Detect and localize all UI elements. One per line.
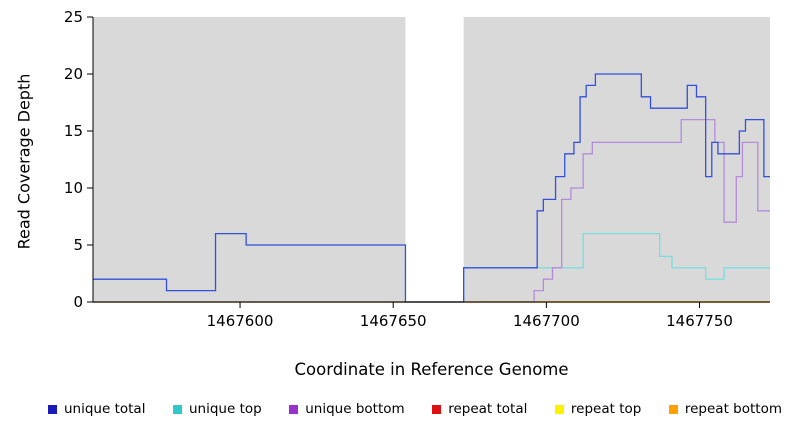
legend-swatch-unique-total <box>48 404 57 414</box>
x-tick-label: 1467650 <box>360 312 427 330</box>
legend-item-repeat-bottom: repeat bottom <box>668 401 782 417</box>
x-tick-label: 1467750 <box>666 312 733 330</box>
series-unique-total <box>93 73 770 303</box>
legend-swatch-repeat-bottom <box>668 404 678 414</box>
legend-label: repeat total <box>448 401 528 417</box>
legend-label: repeat bottom <box>684 401 782 417</box>
x-tick-label: 1467600 <box>207 312 274 330</box>
series-unique-bottom <box>93 118 770 303</box>
legend: unique total unique top unique bottom repea… <box>48 401 782 417</box>
legend-swatch-repeat-total <box>432 404 442 414</box>
legend-swatch-repeat-top <box>554 404 564 414</box>
x-axis-label: Coordinate in Reference Genome <box>294 360 569 379</box>
y-tick-label: 0 <box>73 293 83 311</box>
legend-label: unique bottom <box>305 401 405 417</box>
x-tick-label: 1467700 <box>513 312 580 330</box>
y-tick-label: 20 <box>64 65 83 83</box>
legend-item-repeat-total: repeat total <box>432 401 527 417</box>
legend-item-unique-total: unique total <box>48 401 145 417</box>
y-tick-label: 5 <box>73 236 83 254</box>
y-tick-label: 15 <box>64 122 83 140</box>
coverage-plot: 0 5 10 15 20 25 1467600 1467650 1467700 1467750 <box>64 8 770 330</box>
y-tick-label: 10 <box>64 179 83 197</box>
legend-swatch-unique-bottom <box>289 404 299 414</box>
legend-item-repeat-top: repeat top <box>554 401 642 417</box>
legend-swatch-unique-top <box>173 404 182 414</box>
legend-label: unique top <box>189 401 262 417</box>
legend-item-unique-bottom: unique bottom <box>289 401 405 417</box>
coverage-gap-band <box>405 17 464 302</box>
legend-item-unique-top: unique top <box>173 401 262 417</box>
y-tick-label: 25 <box>64 8 83 26</box>
legend-label: repeat top <box>570 401 642 417</box>
legend-label: unique total <box>64 401 146 417</box>
